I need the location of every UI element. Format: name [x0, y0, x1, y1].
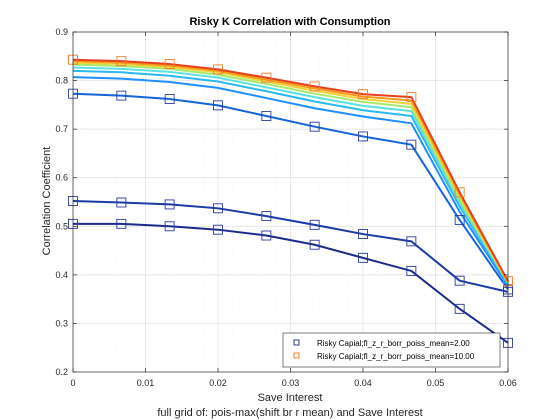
series-line-8 [72, 60, 509, 283]
y-axis-label: Correlation Coefficient [41, 147, 53, 256]
data-point-marker [116, 56, 127, 67]
data-point-marker [116, 197, 127, 208]
data-point-marker [406, 92, 417, 103]
legend: Risky Capial;fl_z_r_borr_poiss_mean=2.00… [282, 332, 501, 368]
legend-box [282, 332, 501, 368]
data-point-marker [164, 94, 175, 104]
data-point-marker [358, 252, 368, 263]
legend-label-mean-10: Risky Capial;fl_z_r_borr_poiss_mean=10.0… [317, 352, 475, 361]
x-tick-label: 0.03 [282, 378, 300, 388]
x-tick-label: 0.05 [427, 378, 445, 388]
series-line-5 [72, 66, 509, 284]
data-point-marker [454, 303, 465, 314]
series-layer [68, 54, 513, 348]
y-tick-label: 0.2 [55, 367, 68, 377]
data-point-marker [261, 211, 272, 222]
data-point-marker [164, 221, 175, 232]
y-tick-label: 0.9 [55, 27, 68, 37]
data-point-marker [406, 266, 417, 276]
data-point-marker [309, 121, 320, 132]
data-point-marker [454, 215, 465, 225]
data-point-marker [309, 219, 320, 230]
data-point-marker [454, 187, 465, 198]
data-point-marker [261, 230, 272, 241]
x-tick-label: 0.02 [209, 378, 227, 388]
figure-caption: full grid of: pois-max(shift br r mean) … [157, 407, 422, 419]
y-tick-label: 0.5 [55, 221, 68, 231]
data-point-marker [358, 229, 368, 240]
x-tick-label: 0.06 [499, 378, 517, 388]
data-point-marker [164, 199, 175, 210]
series-line-9 [72, 58, 509, 282]
data-point-marker [261, 111, 272, 121]
data-point-marker [213, 203, 223, 214]
chart-title: Risky K Correlation with Consumption [189, 16, 390, 28]
series-line-3 [72, 76, 509, 287]
data-point-marker [406, 236, 417, 247]
legend-marker-mean-10 [293, 352, 300, 359]
data-point-marker [261, 72, 272, 83]
tick-labels: 0 0.01 0.02 0.03 0.04 0.05 0.06 0.2 0.3 0.4 0.5 0.6… [55, 27, 516, 388]
legend-label-mean-2: Risky Capial;fl_z_r_borr_poiss_mean=2.00 [317, 339, 470, 348]
data-point-marker [116, 218, 127, 229]
x-tick-label: 0.01 [137, 378, 155, 388]
series-line-6 [72, 63, 509, 284]
y-tick-label: 0.8 [55, 76, 68, 86]
series-line-2 [72, 92, 509, 291]
data-point-marker [406, 139, 417, 150]
data-point-marker [213, 224, 223, 235]
series-line-1 [72, 200, 509, 293]
data-point-marker [358, 89, 368, 100]
x-tick-label: 0 [70, 378, 75, 388]
x-tick-label: 0.04 [354, 378, 372, 388]
y-tick-label: 0.4 [55, 270, 68, 280]
y-tick-label: 0.6 [55, 173, 68, 183]
data-point-marker [164, 59, 175, 70]
data-point-marker [116, 90, 127, 101]
series-line-0 [73, 222, 509, 344]
grid-lines [73, 32, 508, 372]
data-point-marker [213, 64, 223, 75]
series-line-4 [72, 69, 509, 285]
data-point-marker [309, 81, 320, 92]
x-axis-label: Save Interest [258, 392, 323, 404]
y-tick-label: 0.7 [55, 124, 68, 134]
data-point-marker [358, 131, 368, 142]
y-tick-label: 0.3 [55, 318, 68, 328]
data-point-marker [454, 275, 465, 286]
legend-marker-mean-2 [293, 339, 300, 346]
series-line-7 [72, 61, 509, 283]
data-point-marker [213, 100, 223, 111]
data-point-marker [309, 239, 320, 250]
